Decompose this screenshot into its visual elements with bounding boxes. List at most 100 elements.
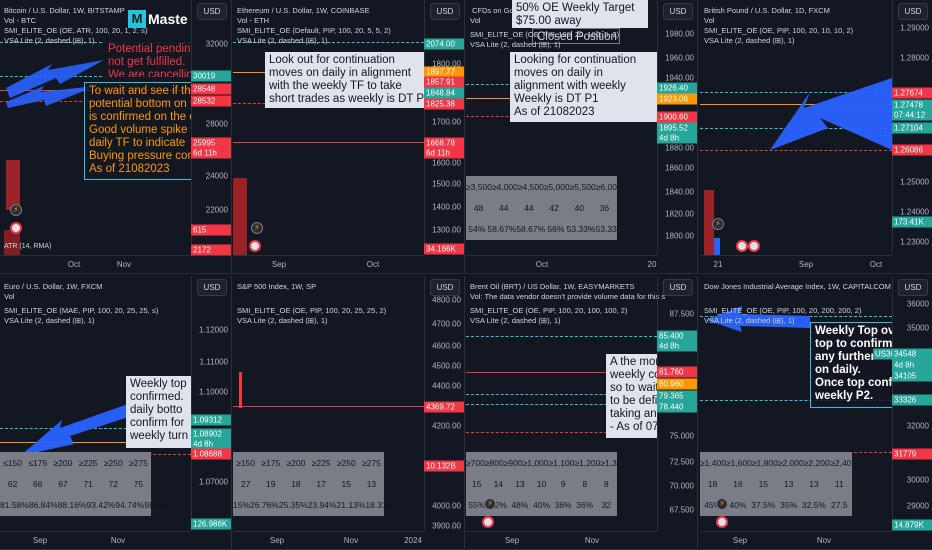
y-tick: 1.07000 [199,477,228,487]
price-label: 10.132B [424,460,464,472]
time-axis[interactable]: 21 Sep Oct [700,255,892,273]
price-axis[interactable]: USD 1980.00 1960.00 1940.00 1926.40 1923… [657,0,697,255]
indicator-label: VSA Lite (2, dashed (⊞), 1) [704,36,795,45]
currency-button[interactable]: USD [430,3,460,20]
price-axis[interactable]: USD 87.500 85.400 4d 8h 81.760 80.960 79… [657,276,697,531]
time-axis[interactable]: Sep Oct [233,255,424,273]
y-tick: 1.12000 [199,325,228,335]
y-tick: 75.000 [669,431,694,441]
time-axis[interactable]: Oct 20 [466,255,657,273]
lightning-icon[interactable]: ⚡ [10,204,22,216]
currency-button[interactable]: USD [663,3,693,20]
lightning-icon[interactable]: ⚡ [484,498,496,510]
symbol-title[interactable]: Bitcoin / U.S. Dollar, 1W, BITSTAMP [4,6,125,15]
y-tick: 1800.00 [665,231,694,241]
table-cell: ≥2,40 [830,457,852,468]
price-label: 615 [191,224,231,236]
symbol-title[interactable]: Dow Jones Industrial Average Index, 1W, … [704,282,891,291]
x-tick: Sep [269,536,285,545]
x-tick: 2024 [404,536,422,545]
symbol-title[interactable]: British Pound / U.S. Dollar, 1D, FXCM [704,6,830,15]
price-label: 1.08902 [191,428,231,440]
price-axis[interactable]: USD 36000 35000 US30 34548 4d 8h 34105 3… [873,276,932,531]
chart-panel-dow[interactable]: Weekly Top ove top to confirm I any furt… [700,276,932,550]
plot-area[interactable]: ⚡ [700,0,892,255]
plot-area[interactable]: A the mom weekly co so to wait to be def… [466,276,657,531]
currency-button[interactable]: USD [430,279,460,296]
chart-panel-eth[interactable]: Look out for continuation moves on daily… [233,0,465,274]
event-flag-icon[interactable] [748,240,760,252]
chart-panel-brent[interactable]: A the mom weekly co so to wait to be def… [466,276,698,550]
time-axis[interactable]: Oct Nov [0,255,191,273]
table-cell: 13 [809,478,819,489]
currency-button[interactable]: USD [197,279,227,296]
symbol-title[interactable]: Brent Oil (BRT) / US Dollar, 1W, EASYMAR… [470,282,635,291]
candle [239,372,242,408]
plot-area[interactable]: ≥150 ≥175 ≥200 ≥225 ≥250 ≥275 27 19 18 1… [233,276,424,531]
event-flag-icon[interactable] [249,240,261,252]
currency-button[interactable]: USD [197,3,227,20]
event-flag-icon[interactable] [736,240,748,252]
symbol-title[interactable]: CFDs on Go... [472,6,520,15]
plot-area[interactable]: Potential pending not get fulfilled. We … [0,0,191,255]
plot-area[interactable]: Look out for continuation moves on daily… [233,0,424,255]
time-axis[interactable]: Sep Nov [466,531,657,549]
time-axis[interactable]: Sep Nov [0,531,191,549]
x-tick: Sep [271,260,287,269]
indicator-label: SMI_ELITE_OE (OE, PIP, 100, 20, 100, 100… [470,306,628,315]
x-tick: 21 [713,260,723,269]
table-cell: 52% [489,499,507,510]
chart-panel-spx[interactable]: ≥150 ≥175 ≥200 ≥225 ≥250 ≥275 27 19 18 1… [233,276,465,550]
symbol-title[interactable]: Euro / U.S. Dollar, 1W, FXCM [4,282,103,291]
event-flag-icon[interactable] [482,516,494,528]
event-flag-icon[interactable] [716,516,728,528]
price-axis[interactable]: USD 1.29000 1.28000 1.27674 1.27478 07:4… [892,0,932,255]
lightning-icon[interactable]: ⚡ [251,222,263,234]
indicator-label: VSA Lite (2, dashed (⊞), 1) [237,36,328,45]
chart-panel-gbpusd[interactable]: ⚡ British Pound / U.S. Dollar, 1D, FXCM … [700,0,932,274]
lightning-icon[interactable]: ⚡ [712,218,724,230]
price-label: 2074.00 [424,38,464,50]
plot-area[interactable]: 50% OE Weekly Target $75.00 away Closed … [466,0,657,255]
x-tick: Oct [535,260,549,269]
annotation-note: Look out for continuation moves on daily… [265,52,424,108]
price-label: 1.08688 [191,448,231,460]
plot-area[interactable]: Weekly top confirmed. daily botto confir… [0,276,191,531]
level-line [0,428,191,429]
position-label: Closed Position [532,28,620,44]
currency-button[interactable]: USD [898,279,928,296]
table-row: 48 44 44 42 40 36 [466,197,617,218]
chart-panel-btc[interactable]: Potential pending not get fulfilled. We … [0,0,232,274]
level-line [466,394,657,395]
indicator-label: Vol [4,292,15,301]
price-axis[interactable]: USD 32000 28000 24000 22000 30019 28548 … [191,0,231,256]
currency-button[interactable]: USD [898,3,928,20]
event-flag-icon[interactable] [10,222,22,234]
x-tick: Nov [816,536,832,545]
time-axis[interactable]: Sep Nov [700,531,892,549]
y-tick: 1.23000 [900,237,929,247]
time-axis[interactable]: Sep Nov 2024 [233,531,424,549]
table-cell: 15 [758,478,769,489]
lightning-icon[interactable]: ⚡ [716,498,728,510]
price-axis[interactable]: USD 4800.00 4700.00 4600.00 4500.00 4400… [424,276,464,531]
volume-bar [704,190,714,255]
y-tick: 36000 [906,299,929,309]
plot-area[interactable]: Weekly Top ove top to confirm I any furt… [700,276,892,531]
table-cell: ≥6,00 [595,181,617,192]
price-axis[interactable]: USD 2074.00 1800.00 1897.77 1857.91 1848… [424,0,464,255]
y-tick: 1600.00 [432,158,461,168]
price-axis[interactable]: USD 1.12000 1.11000 1.10000 1.09312 1.08… [191,276,231,531]
volume-bar [714,238,720,255]
chart-panel-eurusd[interactable]: Weekly top confirmed. daily botto confir… [0,276,232,550]
chart-panel-gold[interactable]: 50% OE Weekly Target $75.00 away Closed … [466,0,698,274]
table-cell: 54% [468,223,486,234]
symbol-title[interactable]: Ethereum / U.S. Dollar, 1W, COINBASE [237,6,370,15]
symbol-title[interactable]: S&P 500 Index, 1W, SP [237,282,317,291]
price-label: 85.400 [657,330,697,342]
level-line [233,406,424,407]
currency-button[interactable]: USD [663,279,693,296]
table-cell: ≥1,800 [751,457,778,468]
table-cell: 55% [468,499,486,510]
table-cell: 45% [704,499,722,510]
